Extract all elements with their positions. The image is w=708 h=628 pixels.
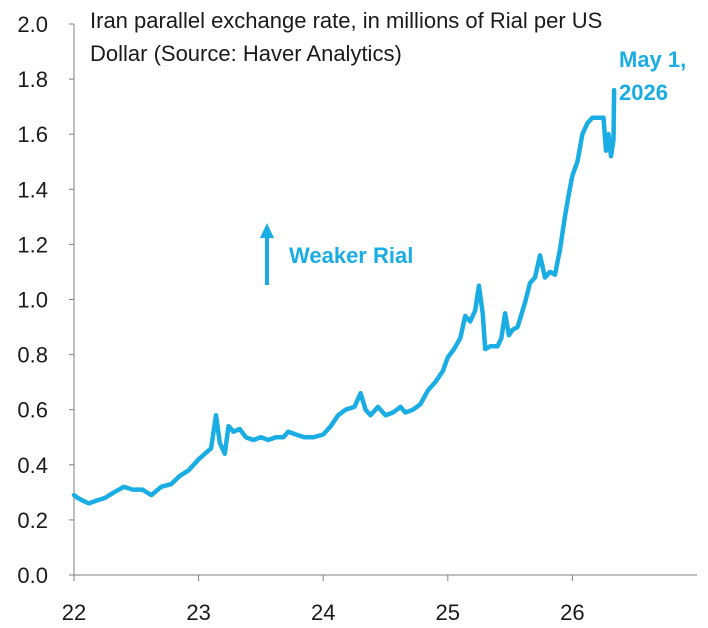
weaker-rial-annotation: Weaker Rial [260,223,413,285]
y-tick-label: 0.6 [17,398,48,423]
y-tick-label: 1.8 [17,67,48,92]
up-arrow-icon [260,223,274,238]
end-date-label-line-1: May 1, [619,47,686,72]
chart-title-line-2: Dollar (Source: Haver Analytics) [90,41,402,66]
exchange-rate-series-line [71,87,617,506]
weaker-rial-label: Weaker Rial [289,243,413,268]
x-tick-labels: 22 23 24 25 26 [62,575,585,625]
end-date-label-line-2: 2026 [619,80,668,105]
y-tick-label: 1.6 [17,122,48,147]
x-tick-label: 26 [560,600,584,625]
y-tick-label: 1.4 [17,177,48,202]
y-tick-label: 0.8 [17,343,48,368]
y-tick-labels: 0.0 0.2 0.4 0.6 0.8 1.0 1.2 1.4 1.6 1.8 2.0 [17,12,74,588]
x-tick-label: 25 [436,600,460,625]
y-tick-label: 0.0 [17,563,48,588]
y-tick-label: 2.0 [17,12,48,37]
x-tick-label: 24 [311,600,335,625]
chart-title: Iran parallel exchange rate, in millions… [90,8,602,66]
x-tick-label: 22 [62,600,86,625]
chart-title-line-1: Iran parallel exchange rate, in millions… [90,8,602,33]
end-date-annotation: May 1, 2026 [619,47,686,105]
y-tick-label: 0.4 [17,453,48,478]
y-tick-label: 1.2 [17,232,48,257]
y-tick-label: 1.0 [17,288,48,313]
y-tick-label: 0.2 [17,508,48,533]
x-tick-label: 23 [186,600,210,625]
